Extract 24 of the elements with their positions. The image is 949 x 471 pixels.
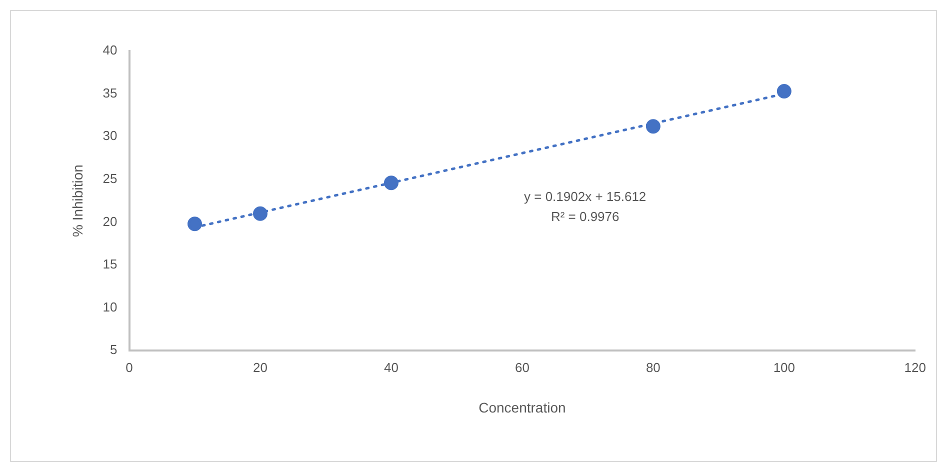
x-tick-label: 40	[384, 360, 398, 375]
annotation: y = 0.1902x + 15.612	[524, 188, 646, 204]
point	[646, 119, 660, 134]
annotation: R² = 0.9976	[550, 208, 620, 224]
x-tick-label: 0	[126, 360, 133, 375]
y-tick-label: 10	[102, 299, 118, 314]
x-tick-label: 60	[514, 360, 530, 375]
x-tick-label: 120	[904, 360, 926, 375]
x-tick-label: 100	[773, 360, 796, 375]
y-tick-label: 5	[110, 342, 118, 358]
x-tick-label: 20	[253, 360, 268, 375]
y-tick-label: 40	[102, 42, 118, 58]
y-tick-label: 35	[102, 85, 118, 100]
y-axis-title: % Inhibition	[69, 164, 86, 237]
y-tick-label: 20	[102, 214, 118, 229]
point	[252, 206, 268, 221]
x-tick-label: 80	[646, 360, 660, 375]
y-tick-label: 30	[102, 128, 118, 144]
point	[776, 84, 792, 98]
point	[188, 216, 202, 232]
x-axis-title: Concentration	[478, 399, 566, 416]
point	[384, 176, 398, 190]
y-tick-label: 15	[102, 256, 118, 272]
y-tick-label: 25	[102, 170, 118, 186]
